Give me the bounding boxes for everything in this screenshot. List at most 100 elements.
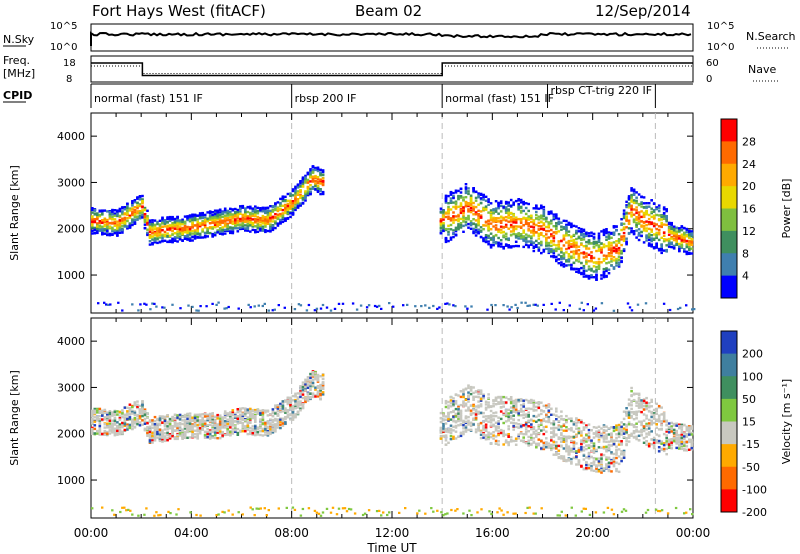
echo-cell: [565, 247, 568, 251]
echo-cell: [452, 403, 455, 406]
echo-cell: [171, 221, 174, 225]
echo-cell: [683, 237, 686, 240]
echo-cell: [452, 191, 455, 195]
echo-cell: [118, 423, 122, 426]
echo-cell: [545, 217, 548, 220]
echo-cell: [291, 202, 295, 205]
ground-scatter-cell: [137, 309, 140, 312]
echo-cell: [514, 227, 518, 231]
echo-cell: [454, 191, 458, 194]
echo-cell: [281, 197, 285, 200]
echo-cell: [223, 419, 227, 423]
echo-cell: [249, 407, 252, 411]
echo-cell: [226, 433, 229, 436]
echo-cell: [296, 402, 300, 405]
echo-cell: [231, 229, 235, 232]
echo-cell: [562, 257, 566, 260]
echo-cell: [244, 217, 247, 221]
echo-cell: [309, 171, 312, 174]
echo-cell: [540, 233, 543, 236]
echo-cell: [121, 227, 124, 230]
echo-cell: [637, 211, 641, 214]
echo-cell: [291, 211, 295, 215]
echo-cell: [469, 210, 473, 214]
echo-cell: [642, 213, 646, 216]
echo-cell: [309, 380, 312, 383]
echo-cell: [218, 212, 222, 216]
echo-cell: [96, 411, 99, 414]
echo-cell: [472, 213, 475, 216]
echo-cell: [316, 380, 320, 383]
echo-cell: [660, 223, 663, 226]
echo-cell: [249, 219, 252, 222]
echo-cell: [301, 393, 305, 396]
echo-cell: [625, 237, 628, 240]
echo-cell: [239, 430, 242, 433]
echo-cell: [151, 235, 154, 238]
echo-cell: [444, 194, 448, 197]
echo-cell: [218, 223, 222, 226]
echo-cell: [597, 249, 601, 252]
echo-cell: [635, 209, 638, 212]
echo-cell: [600, 242, 603, 245]
echo-cell: [241, 213, 245, 217]
echo-cell: [223, 426, 227, 429]
echo-cell: [597, 262, 601, 266]
echo-cell: [572, 224, 576, 228]
echo-cell: [499, 221, 503, 224]
echo-cell: [542, 212, 546, 215]
ground-scatter-cell: [644, 302, 648, 305]
ground-scatter-cell: [333, 307, 337, 310]
echo-cell: [241, 424, 245, 427]
echo-cell: [672, 246, 676, 250]
echo-cell: [286, 202, 290, 206]
echo-cell: [557, 253, 561, 257]
echo-cell: [321, 170, 325, 174]
echo-cell: [223, 222, 227, 226]
echo-cell: [530, 220, 533, 224]
echo-cell: [452, 425, 455, 428]
echo-cell: [321, 382, 325, 385]
echo-cell: [299, 196, 302, 199]
echo-cell: [118, 231, 122, 234]
echo-cell: [442, 209, 445, 212]
echo-cell: [193, 237, 197, 240]
echo-cell: [304, 396, 307, 399]
echo-cell: [229, 430, 232, 434]
echo-cell: [595, 262, 598, 265]
echo-cell: [517, 237, 520, 240]
echo-cell: [269, 432, 272, 436]
echo-cell: [607, 241, 611, 244]
echo-cell: [274, 213, 277, 216]
echo-cell: [208, 215, 212, 219]
echo-cell: [542, 209, 546, 213]
echo-cell: [321, 387, 325, 390]
echo-cell: [560, 251, 563, 254]
echo-cell: [244, 425, 247, 428]
ground-scatter-cell: [514, 303, 517, 306]
echo-cell: [261, 222, 265, 225]
echo-cell: [504, 216, 508, 219]
echo-cell: [492, 244, 495, 247]
noise-tick-right-bottom: 10^0: [707, 42, 734, 53]
echo-cell: [615, 247, 618, 251]
echo-cell: [279, 204, 282, 207]
echo-cell: [269, 230, 272, 233]
echo-cell: [148, 432, 152, 436]
echo-cell: [512, 219, 515, 222]
echo-cell: [226, 209, 229, 213]
echo-cell: [542, 213, 546, 217]
echo-cell: [208, 417, 212, 420]
echo-cell: [306, 190, 310, 193]
echo-cell: [615, 249, 618, 253]
echo-cell: [208, 231, 212, 235]
echo-cell: [474, 229, 478, 232]
echo-cell: [557, 258, 561, 261]
echo-cell: [198, 432, 202, 435]
echo-cell: [108, 215, 112, 218]
echo-cell: [487, 198, 490, 201]
echo-cell: [188, 239, 192, 242]
echo-cell: [183, 423, 187, 426]
echo-cell: [269, 223, 272, 226]
echo-cell: [281, 405, 285, 408]
